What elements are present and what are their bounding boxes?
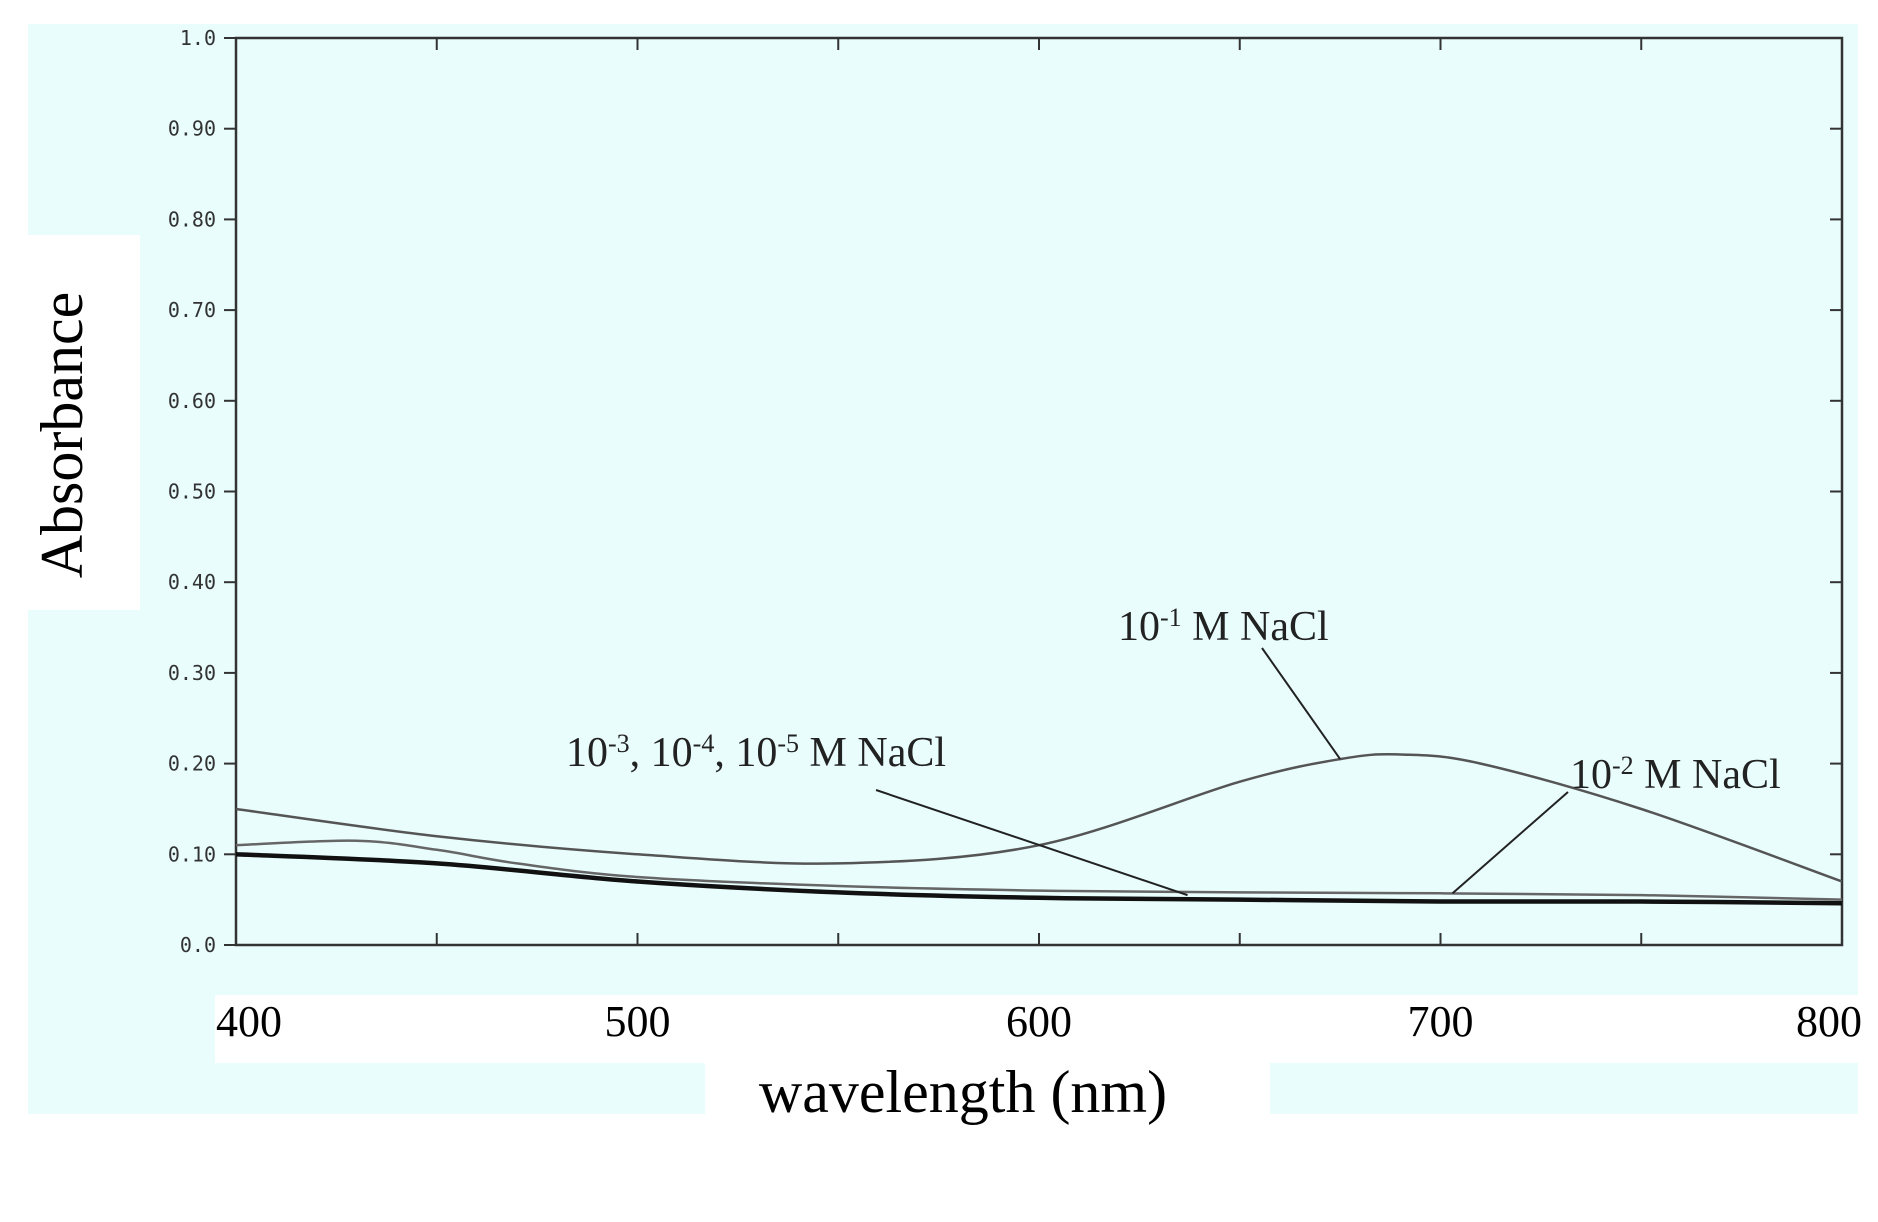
series-line bbox=[235, 753, 1843, 883]
y-tick-label: 0.90 bbox=[168, 117, 216, 141]
series-line bbox=[235, 852, 1843, 906]
annotation-label: 10-2 M NaCl bbox=[1570, 751, 1781, 799]
annotation-label: 10-1 M NaCl bbox=[1118, 603, 1329, 651]
x-tick-label: 400 bbox=[216, 997, 282, 1046]
series-line bbox=[235, 839, 1843, 901]
y-tick-label: 0.50 bbox=[168, 480, 216, 504]
annotations: 10-1 M NaCl 10-3, 10-4, 10-5 M NaCl 10-2 M… bbox=[566, 603, 1781, 897]
y-axis-title: Absorbance bbox=[29, 292, 95, 579]
series-lines bbox=[235, 753, 1843, 906]
y-tick-label: 0.10 bbox=[168, 842, 216, 866]
annotation-leader-line bbox=[1451, 791, 1569, 895]
annotation-leader-line bbox=[1261, 647, 1341, 760]
xlabel-backdrop bbox=[705, 1063, 1270, 1123]
annotation-label: 10-3, 10-4, 10-5 M NaCl bbox=[566, 729, 946, 777]
y-tick-label: 0.30 bbox=[168, 661, 216, 685]
x-tick-label: 600 bbox=[1006, 997, 1072, 1046]
y-tick-label: 0.80 bbox=[168, 207, 216, 231]
plot-background bbox=[28, 24, 1858, 1114]
x-tick-label: 700 bbox=[1408, 997, 1474, 1046]
y-tick-label: 0.70 bbox=[168, 298, 216, 322]
x-axis-ticks: 400 500 600 700 800 bbox=[216, 38, 1862, 1046]
ylabel-backdrop bbox=[28, 235, 140, 610]
y-tick-label: 0.40 bbox=[168, 570, 216, 594]
x-tick-label: 800 bbox=[1796, 997, 1862, 1046]
y-axis-ticks: 0.0 0.10 0.20 0.30 0.40 0.50 0.60 0.70 0.80 0.90 1… bbox=[168, 26, 1842, 957]
y-tick-label: 0.60 bbox=[168, 389, 216, 413]
xtick-backdrop bbox=[215, 995, 1860, 1063]
y-tick-label: 1.0 bbox=[180, 26, 216, 50]
y-tick-label: 0.20 bbox=[168, 752, 216, 776]
annotation-leader-line bbox=[875, 789, 1188, 897]
x-axis-title: wavelength (nm) bbox=[759, 1059, 1167, 1125]
x-tick-label: 500 bbox=[605, 997, 671, 1046]
y-tick-label: 0.0 bbox=[180, 933, 216, 957]
